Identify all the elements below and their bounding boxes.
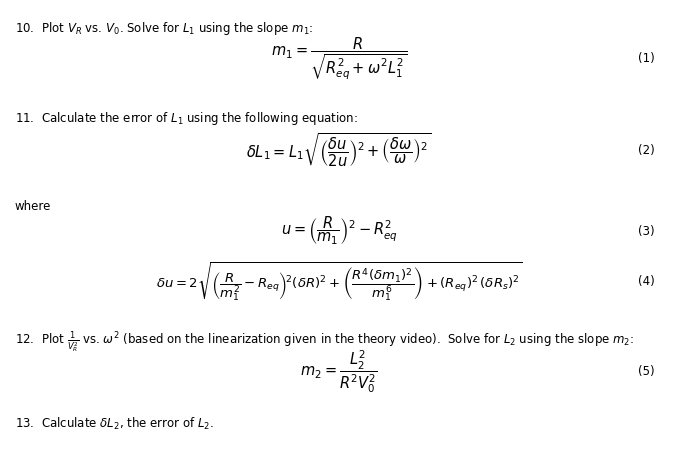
Text: $m_2 = \dfrac{L_2^2}{R^2 V_0^2}$: $m_2 = \dfrac{L_2^2}{R^2 V_0^2}$ xyxy=(300,348,378,395)
Text: (5): (5) xyxy=(638,365,655,378)
Text: $\delta u = 2\sqrt{\left(\dfrac{R}{m_1^2} - R_{eq}\right)^{\!2}(\delta R)^2 + \l: $\delta u = 2\sqrt{\left(\dfrac{R}{m_1^2… xyxy=(156,260,522,303)
Text: $m_1 = \dfrac{R}{\sqrt{R_{eq}^2 + \omega^2 L_1^2}}$: $m_1 = \dfrac{R}{\sqrt{R_{eq}^2 + \omega… xyxy=(271,35,407,82)
Text: (2): (2) xyxy=(638,144,655,157)
Text: $\delta L_1 = L_1\sqrt{\left(\dfrac{\delta u}{2u}\right)^2 + \left(\dfrac{\delta: $\delta L_1 = L_1\sqrt{\left(\dfrac{\del… xyxy=(246,132,432,169)
Text: (3): (3) xyxy=(638,225,655,237)
Text: 12.  Plot $\frac{1}{V_R^2}$ vs. $\omega^2$ (based on the linearization given in : 12. Plot $\frac{1}{V_R^2}$ vs. $\omega^2… xyxy=(15,330,634,356)
Text: (4): (4) xyxy=(638,275,655,288)
Text: where: where xyxy=(15,200,52,213)
Text: 10.  Plot $V_R$ vs. $V_0$. Solve for $L_1$ using the slope $m_1$:: 10. Plot $V_R$ vs. $V_0$. Solve for $L_1… xyxy=(15,20,313,38)
Text: 13.  Calculate $\delta L_2$, the error of $L_2$.: 13. Calculate $\delta L_2$, the error of… xyxy=(15,416,214,432)
Text: 11.  Calculate the error of $L_1$ using the following equation:: 11. Calculate the error of $L_1$ using t… xyxy=(15,110,358,127)
Text: $u = \left(\dfrac{R}{m_1}\right)^2 - R_{eq}^2$: $u = \left(\dfrac{R}{m_1}\right)^2 - R_{… xyxy=(281,215,397,247)
Text: (1): (1) xyxy=(638,53,655,65)
